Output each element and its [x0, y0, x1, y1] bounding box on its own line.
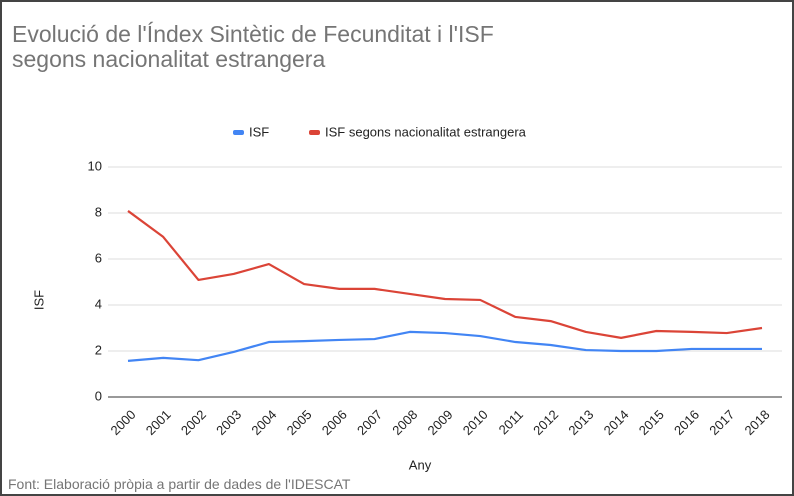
y-tick-label: 8 [95, 204, 102, 219]
y-tick-label: 2 [95, 342, 102, 357]
x-tick-label: 2013 [565, 407, 596, 438]
x-tick-label: 2004 [248, 407, 279, 438]
line-series [127, 210, 763, 339]
chart-title: Evolució de l'Índex Sintètic de Fecundit… [12, 21, 494, 72]
legend-swatch [309, 130, 320, 135]
x-tick-label: 2001 [143, 407, 174, 438]
x-tick-label: 2014 [601, 407, 632, 438]
x-tick-label: 2006 [319, 407, 350, 438]
x-tick-label: 2012 [530, 407, 561, 438]
x-tick-label: 2008 [389, 407, 420, 438]
legend-label: ISF [249, 124, 269, 139]
x-tick-label: 2016 [671, 407, 702, 438]
line-series [127, 330, 762, 362]
x-tick-label: 2002 [178, 407, 209, 438]
legend-label: ISF segons nacionalitat estrangera [325, 124, 527, 139]
y-tick-label: 0 [95, 388, 102, 403]
x-tick-label: 2009 [424, 407, 455, 438]
y-tick-label: 4 [95, 296, 102, 311]
y-tick-label: 6 [95, 250, 102, 265]
x-tick-label: 2005 [284, 407, 315, 438]
x-tick-label: 2015 [636, 407, 667, 438]
x-tick-label: 2000 [107, 407, 138, 438]
x-tick-label: 2007 [354, 407, 385, 438]
x-tick-label: 2010 [460, 407, 491, 438]
x-tick-label: 2003 [213, 407, 244, 438]
y-tick-label: 10 [88, 158, 102, 173]
x-tick-label: 2017 [706, 407, 737, 438]
x-tick-label: 2018 [741, 407, 772, 438]
y-axis-label: ISF [31, 290, 46, 310]
x-axis-label: Any [409, 457, 432, 472]
legend-swatch [233, 130, 244, 135]
x-tick-label: 2011 [496, 407, 526, 437]
source-note: Font: Elaboració pròpia a partir de dade… [8, 476, 351, 492]
